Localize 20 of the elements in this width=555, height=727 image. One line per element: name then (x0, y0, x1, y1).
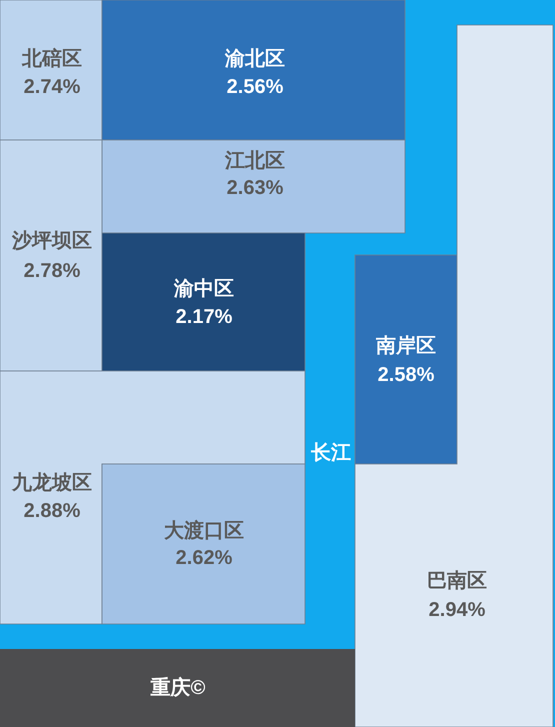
category-label: 沙坪坝区 (11, 230, 92, 252)
category-label: 北碚区 (21, 47, 82, 70)
category-label: 大渡口区 (164, 519, 244, 542)
category-label: 巴南区 (427, 570, 487, 592)
text: 长江 (310, 442, 351, 464)
category-label: 江北区 (224, 150, 285, 172)
data-label: 2.62% (176, 547, 233, 569)
data-label: 2.63% (226, 177, 284, 199)
category-label: 九龙坡区 (11, 472, 92, 494)
data-label: 2.17% (176, 306, 233, 328)
data-label: 2.94% (428, 599, 486, 621)
text: 重庆© (150, 676, 206, 699)
data-label: 2.74% (24, 76, 81, 98)
data-label: 2.88% (24, 500, 81, 522)
data-label: 2.58% (378, 364, 435, 386)
category-label: 南岸区 (375, 335, 436, 357)
data-label: 2.56% (226, 76, 284, 98)
category-label: 渝中区 (173, 278, 234, 300)
category-label: 渝北区 (224, 48, 285, 70)
data-label: 2.78% (24, 260, 81, 282)
